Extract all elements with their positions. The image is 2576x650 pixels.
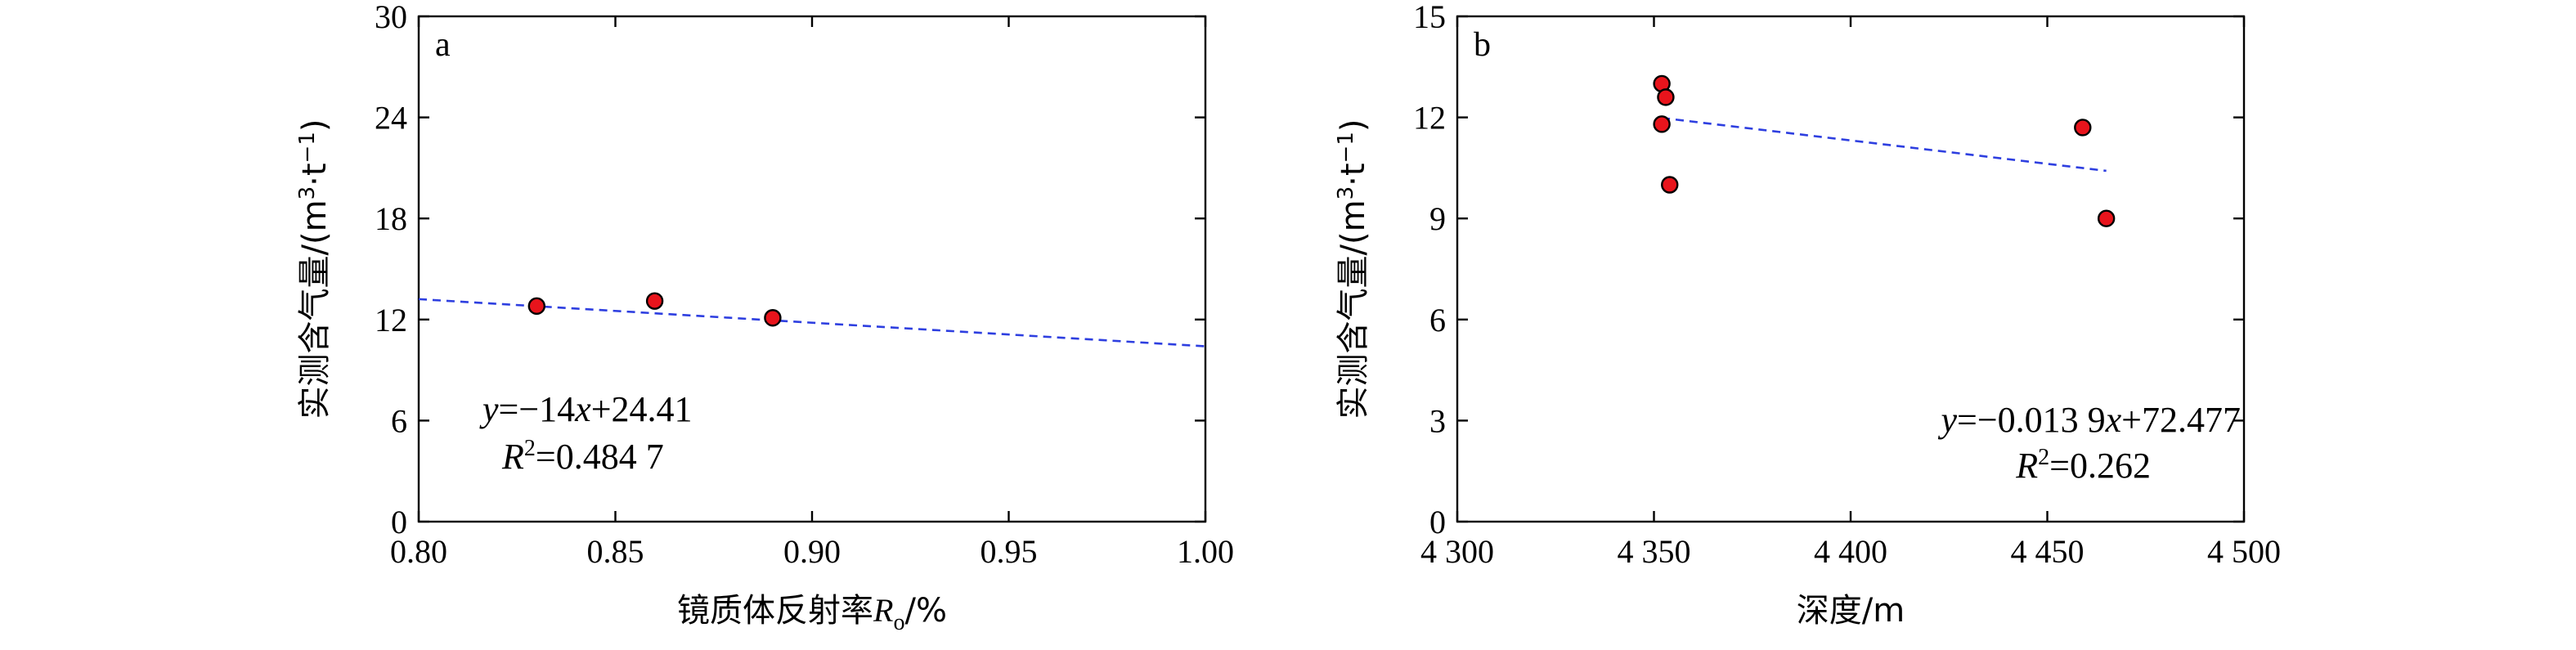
y-tick-label: 6 (391, 402, 407, 439)
x-tick-label: 0.85 (587, 533, 644, 570)
fit-line (418, 298, 1206, 347)
y-axis-title: 实测含气量/(m3·t−1) (1334, 119, 1372, 419)
y-tick-label: 15 (1413, 0, 1446, 35)
data-point (764, 309, 782, 327)
data-point (527, 297, 545, 316)
x-tick-label: 0.80 (390, 533, 447, 570)
x-axis-title: 镜质体反射率Ro/% (677, 592, 947, 635)
data-point (2074, 119, 2092, 137)
y-tick-label: 18 (375, 200, 407, 237)
y-tick-label: 30 (375, 0, 407, 35)
x-tick-label: 4 500 (2207, 533, 2281, 570)
y-tick-label: 0 (1429, 504, 1446, 540)
x-tick-label: 4 450 (2011, 533, 2085, 570)
y-tick-label: 12 (1413, 100, 1446, 137)
x-tick-label: 1.00 (1177, 533, 1234, 570)
data-point (2097, 209, 2116, 227)
regression-equation: y=−0.013 9x+72.477 (1937, 400, 2241, 440)
y-tick-label: 3 (1429, 402, 1446, 439)
data-point (1657, 88, 1675, 106)
data-point (1661, 176, 1679, 194)
x-tick-label: 0.90 (783, 533, 841, 570)
data-point (645, 292, 664, 310)
x-axis-title: 深度/m (1797, 592, 1905, 630)
x-tick-label: 4 300 (1420, 533, 1494, 570)
y-axis-title: 实测含气量/(m3·t−1) (295, 119, 334, 419)
fit-line (1661, 116, 2107, 173)
r-squared: R2=0.484 7 (501, 436, 664, 477)
y-tick-label: 9 (1429, 200, 1446, 237)
x-tick-label: 4 400 (1814, 533, 1887, 570)
data-point (1653, 115, 1671, 133)
chart-panel-b: 4 300 4 350 4 400 4 450 4 500 0 3 6 9 12 15 b 深度/m 实测… (1334, 0, 2281, 630)
y-tick-label: 6 (1429, 302, 1446, 338)
x-tick-label: 4 350 (1618, 533, 1691, 570)
x-tick-label: 0.95 (981, 533, 1038, 570)
y-tick-label: 24 (375, 100, 407, 137)
y-tick-label: 0 (391, 504, 407, 540)
r-squared: R2=0.262 (2015, 445, 2151, 486)
chart-panel-a: 0.80 0.85 0.90 0.95 1.00 0 6 12 18 24 30 a 镜质体反射率Ro/… (295, 0, 1234, 635)
regression-equation: y=−14x+24.41 (479, 389, 693, 429)
panel-label: a (435, 26, 451, 64)
panel-label: b (1474, 26, 1491, 64)
y-tick-label: 12 (375, 302, 407, 338)
